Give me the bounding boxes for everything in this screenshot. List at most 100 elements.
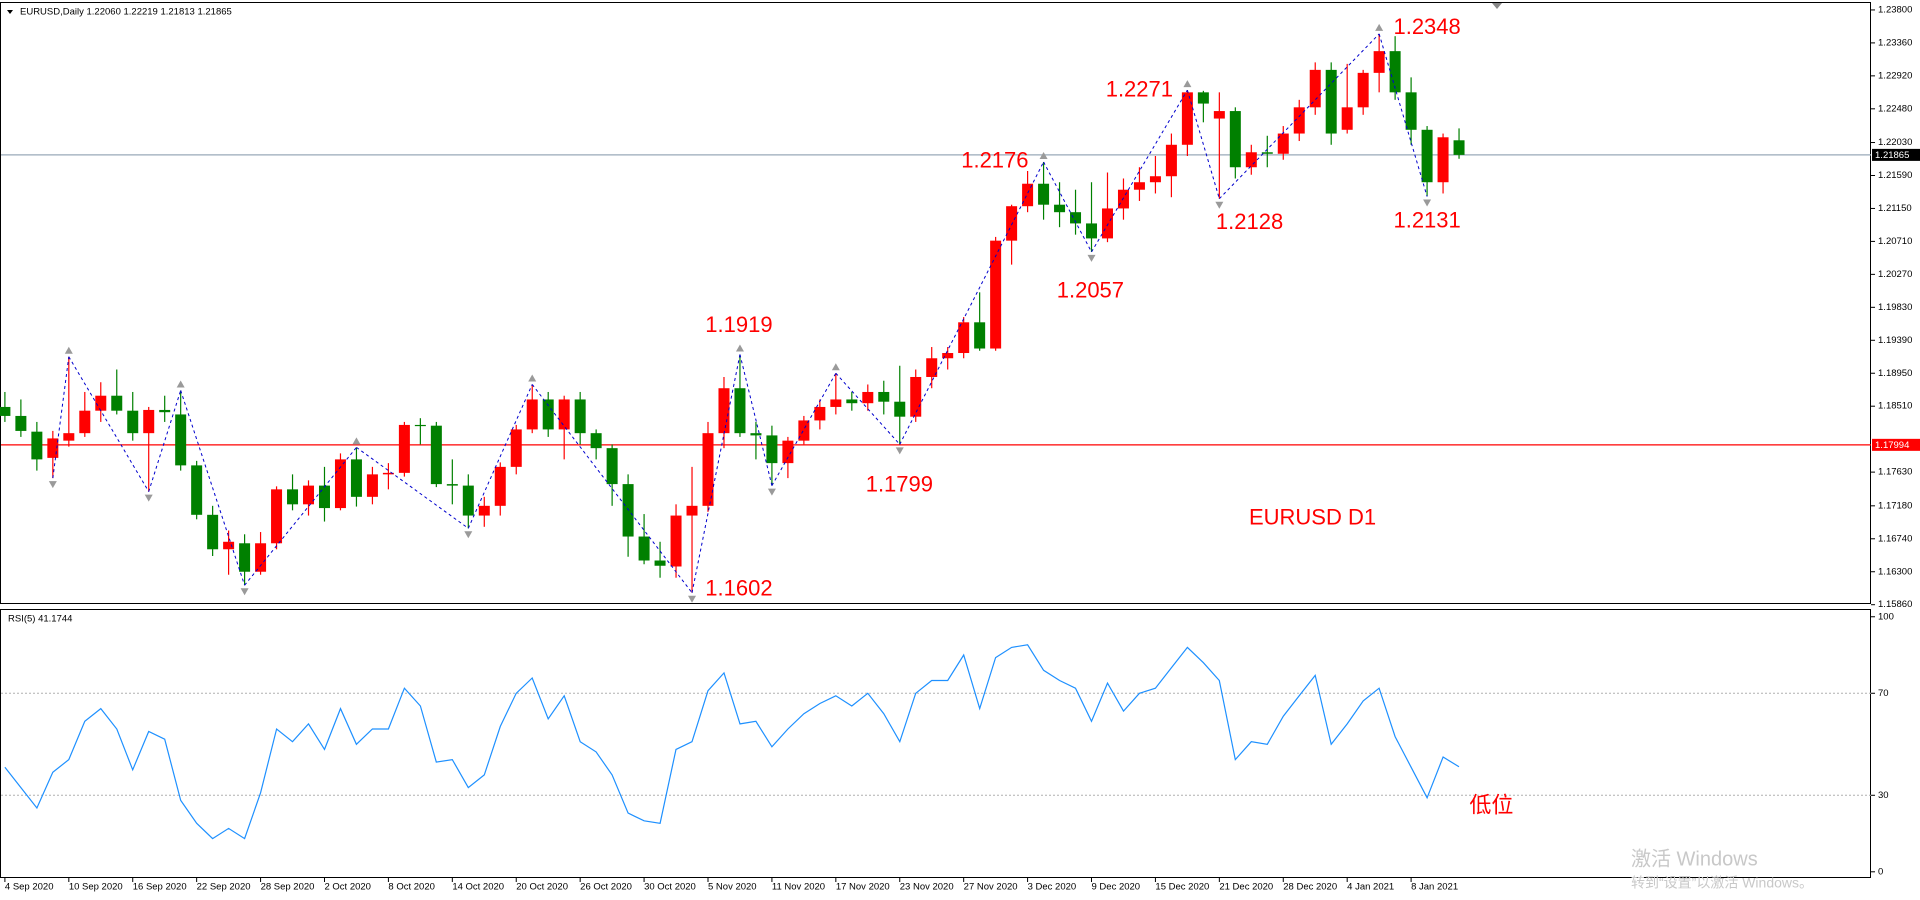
candle-body [862,391,874,404]
candle-body [1054,204,1066,213]
candle-body [1357,72,1369,108]
x-tick-label: 26 Oct 2020 [580,882,632,893]
shift-marker [1492,3,1502,9]
x-tick-label: 22 Sep 2020 [197,882,251,893]
annotation: EURUSD D1 [1249,504,1376,529]
candle-body [718,388,730,434]
y-tick-label: 1.17180 [1878,500,1912,511]
menu-triangle[interactable] [7,10,13,14]
candle-body [318,485,330,509]
zigzag-marker [1375,23,1384,31]
rsi-title: RSI(5) 41.1744 [8,614,72,625]
y-tick-label: 1.23360 [1878,37,1912,48]
watermark: 转到“设置”以激活 Windows。 [1631,875,1813,891]
candle-body [1325,69,1337,134]
y-tick-label: 1.19830 [1878,302,1912,313]
candle-body [143,409,155,434]
zigzag-segment [691,354,741,593]
candle-body [63,433,75,441]
annotation: 1.2271 [1106,77,1173,102]
candle-body [1245,152,1257,168]
candle-body [1197,92,1209,104]
candle-body [1405,92,1417,130]
annotation: 1.2057 [1057,278,1124,303]
zigzag-marker [895,447,904,455]
zigzag-marker [767,488,776,496]
candle-body [478,505,490,516]
candle-body [31,431,43,460]
candle-body [878,391,890,402]
candle-body [974,322,986,349]
zigzag-segment [899,161,1045,445]
candle-body [0,406,11,416]
candle-body [1117,189,1129,209]
zigzag-marker [1039,152,1048,160]
candle-body [430,425,442,485]
candle-body [159,409,171,413]
zigzag-segment [835,372,901,445]
candle-body [191,465,203,515]
zigzag-marker [64,346,73,354]
zigzag-segment [356,446,469,529]
zigzag-marker [1087,254,1096,262]
price-pane-frame [0,2,1871,604]
candle-body [287,489,299,505]
candle-body [223,541,235,550]
chart-title: EURUSD,Daily 1.22060 1.22219 1.21813 1.2… [20,7,232,18]
candle-body [1309,69,1321,108]
zigzag-segment [180,390,246,586]
x-tick-label: 15 Dec 2020 [1155,882,1209,893]
zigzag-marker [1183,80,1192,88]
y-tick-label: 1.17630 [1878,467,1912,478]
candle-body [239,543,251,572]
candle-body [350,459,362,497]
candle-body [510,429,522,467]
candle-body [1022,183,1034,207]
zigzag-segment [467,384,533,529]
candle-body [798,420,810,441]
zigzag-marker [528,374,537,382]
zigzag-segment [68,356,150,492]
candle-body [1213,111,1225,119]
candle-body [111,395,123,411]
annotation: 1.1919 [705,312,772,337]
x-tick-label: 16 Sep 2020 [133,882,187,893]
zigzag-segment [1218,33,1380,200]
y-tick-label: 0 [1878,866,1883,877]
zigzag-segment [1186,89,1220,199]
x-tick-label: 21 Dec 2020 [1219,882,1273,893]
annotation: 1.2348 [1393,14,1460,39]
y-tick-label: 1.18510 [1878,401,1912,412]
zigzag-marker [735,344,744,352]
y-tick-label: 1.15860 [1878,599,1912,610]
candle-body [494,466,506,506]
zigzag-marker [176,380,185,388]
candle-body [1389,51,1401,93]
candle-body [1181,92,1193,145]
annotation: 1.2131 [1393,208,1460,233]
y-tick-label: 1.22480 [1878,103,1912,114]
candle-body [1373,51,1385,73]
candle-body [846,399,858,404]
y-tick-label: 1.16740 [1878,533,1912,544]
x-tick-label: 9 Dec 2020 [1092,882,1141,893]
candle-body [574,399,586,434]
x-tick-label: 4 Jan 2021 [1347,882,1394,893]
candle-body [1261,152,1273,154]
price-label: 1.21865 [1875,150,1909,161]
candle-body [47,438,59,458]
y-tick-label: 1.21590 [1878,170,1912,181]
candle-body [446,484,458,486]
candle-body [255,543,267,572]
x-tick-label: 30 Oct 2020 [644,882,696,893]
candle-body [1341,107,1353,130]
x-tick-label: 2 Oct 2020 [324,882,370,893]
y-tick-label: 30 [1878,790,1889,801]
candle-body [1086,223,1098,239]
x-tick-label: 10 Sep 2020 [69,882,123,893]
candle-body [526,399,538,430]
candle-body [638,536,650,561]
annotation: 1.1602 [705,576,772,601]
zigzag-segment [52,356,70,479]
